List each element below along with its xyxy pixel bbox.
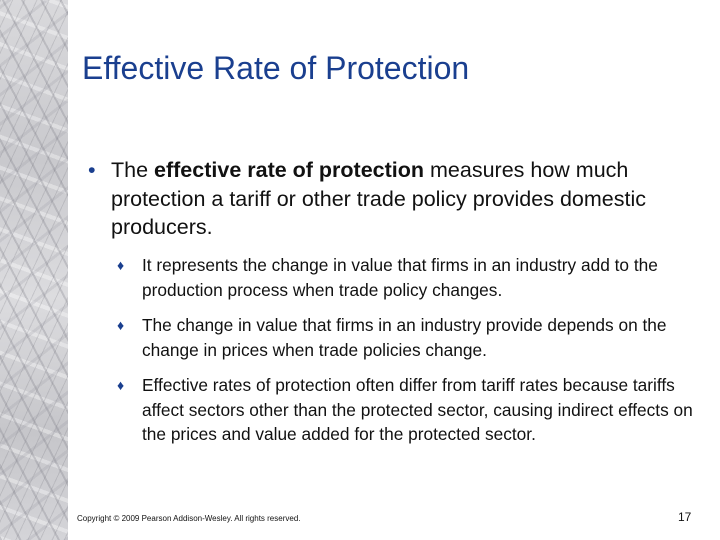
diamond-bullet-icon: ♦ [117,257,125,273]
sub-bullet-3: ♦ Effective rates of protection often di… [117,373,697,447]
marble-sidebar-decoration [0,0,68,540]
sub-bullet-2: ♦ The change in value that firms in an i… [117,313,697,362]
slide-title: Effective Rate of Protection [82,50,470,86]
diamond-bullet-icon: ♦ [117,317,125,333]
sub-bullet-3-text: Effective rates of protection often diff… [142,375,693,444]
sub-bullet-1: ♦ It represents the change in value that… [117,253,697,302]
main-bullet: • The effective rate of protection measu… [88,156,698,242]
copyright-footer: Copyright © 2009 Pearson Addison-Wesley.… [77,514,301,523]
page-number: 17 [678,510,692,524]
main-bullet-lead: The [111,158,155,182]
main-bullet-bold-term: effective rate of protection [154,158,425,182]
sub-bullet-2-text: The change in value that firms in an ind… [142,315,667,360]
main-bullet-text: The effective rate of protection measure… [88,156,698,242]
sub-bullet-1-text: It represents the change in value that f… [142,255,658,300]
main-bullet-rest: measures how much protection a tariff or… [111,158,646,239]
bullet-dot-icon: • [88,158,96,182]
diamond-bullet-icon: ♦ [117,377,125,393]
